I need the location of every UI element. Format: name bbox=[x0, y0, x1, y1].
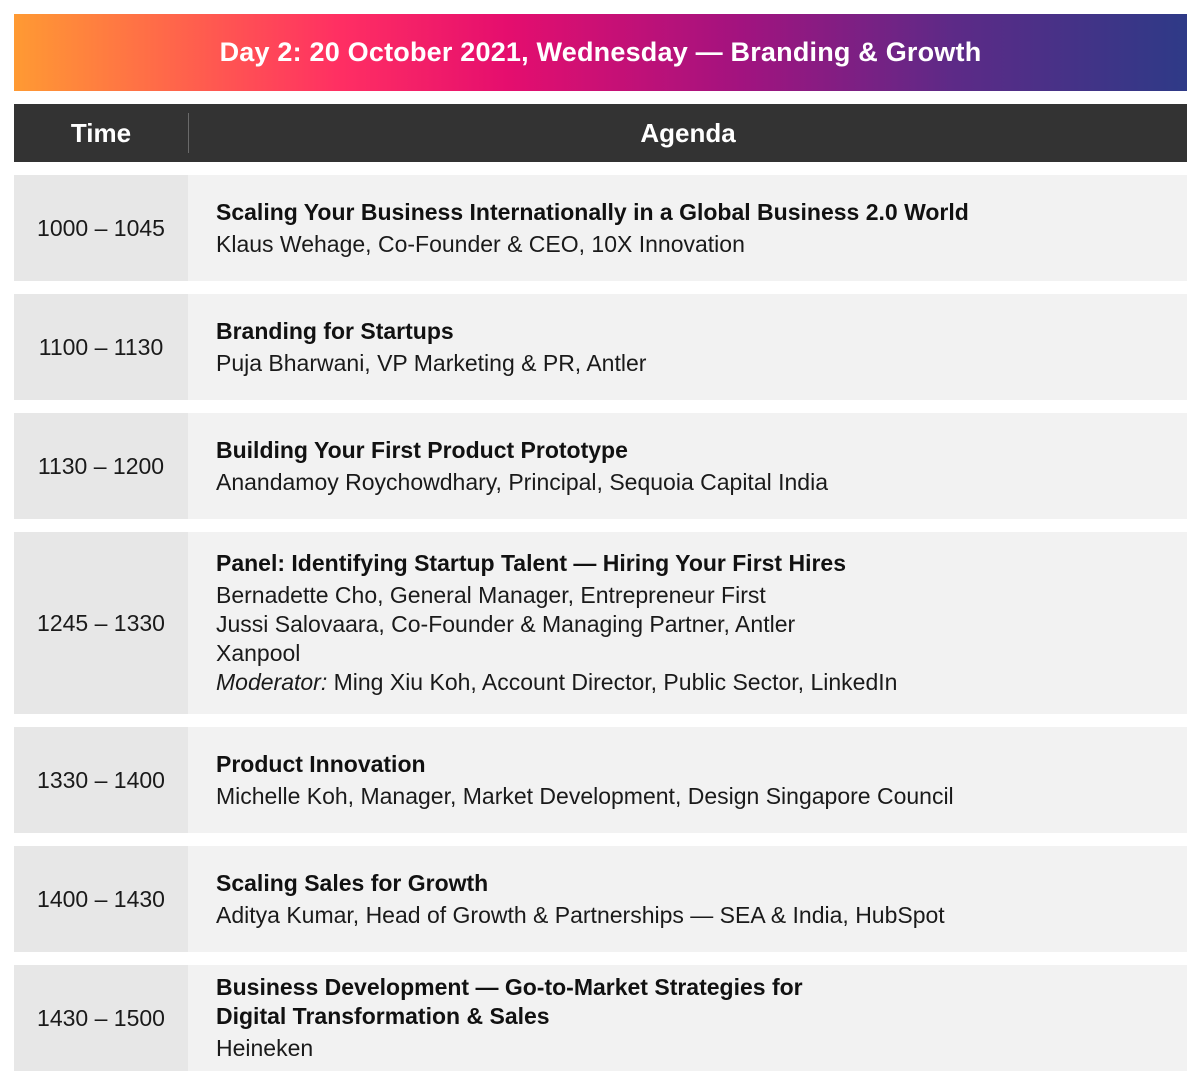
session-title: Scaling Sales for Growth bbox=[216, 869, 489, 896]
session-agenda: Product Innovation Michelle Koh, Manager… bbox=[188, 727, 1187, 833]
speaker-line: Aditya Kumar, Head of Growth & Partnersh… bbox=[216, 901, 945, 928]
session-agenda: Scaling Your Business Internationally in… bbox=[188, 175, 1187, 281]
table-header: Time Agenda bbox=[14, 104, 1187, 162]
day-title: Day 2: 20 October 2021, Wednesday — Bran… bbox=[219, 37, 982, 67]
table-row: 1330 – 1400 Product Innovation Michelle … bbox=[14, 727, 1187, 833]
table-row: 1245 – 1330 Panel: Identifying Startup T… bbox=[14, 532, 1187, 714]
agenda-column-header: Agenda bbox=[640, 117, 736, 148]
session-agenda: Building Your First Product Prototype An… bbox=[188, 413, 1187, 519]
session-time: 1245 – 1330 bbox=[14, 532, 188, 714]
table-row: 1000 – 1045 Scaling Your Business Intern… bbox=[14, 175, 1187, 281]
session-agenda: Branding for Startups Puja Bharwani, VP … bbox=[188, 294, 1187, 400]
speaker-line: Puja Bharwani, VP Marketing & PR, Antler bbox=[216, 349, 647, 376]
table-row: 1100 – 1130 Branding for Startups Puja B… bbox=[14, 294, 1187, 400]
speaker-line: Michelle Koh, Manager, Market Developmen… bbox=[216, 782, 954, 809]
session-time: 1100 – 1130 bbox=[14, 294, 188, 400]
table-row: 1430 – 1500 Business Development — Go-to… bbox=[14, 965, 1187, 1071]
speaker-line: Jussi Salovaara, Co-Founder & Managing P… bbox=[216, 611, 796, 637]
time-column-header: Time bbox=[70, 117, 132, 148]
speaker-line: Xanpool bbox=[216, 640, 301, 666]
session-time: 1400 – 1430 bbox=[14, 846, 188, 952]
session-agenda: Scaling Sales for Growth Aditya Kumar, H… bbox=[188, 846, 1187, 952]
table-row: 1130 – 1200 Building Your First Product … bbox=[14, 413, 1187, 519]
header-divider bbox=[188, 113, 189, 153]
session-title: Panel: Identifying Startup Talent — Hiri… bbox=[216, 550, 847, 576]
session-title-line-1: Business Development — Go-to-Market Stra… bbox=[216, 974, 803, 1000]
session-time: 1000 – 1045 bbox=[14, 175, 188, 281]
speaker-line: Bernadette Cho, General Manager, Entrepr… bbox=[216, 582, 766, 608]
speaker-line: Heineken bbox=[216, 1035, 314, 1061]
moderator-name: Ming Xiu Koh, Account Director, Public S… bbox=[333, 669, 898, 695]
session-title: Branding for Startups bbox=[216, 317, 454, 344]
moderator-label: Moderator: bbox=[216, 669, 328, 695]
session-time: 1330 – 1400 bbox=[14, 727, 188, 833]
speaker-line: Anandamoy Roychowdhary, Principal, Sequo… bbox=[216, 468, 828, 495]
session-agenda: Business Development — Go-to-Market Stra… bbox=[188, 965, 1187, 1071]
session-title: Scaling Your Business Internationally in… bbox=[216, 198, 969, 225]
day-banner: Day 2: 20 October 2021, Wednesday — Bran… bbox=[14, 14, 1187, 91]
session-agenda: Panel: Identifying Startup Talent — Hiri… bbox=[188, 532, 1187, 714]
moderator-line: Moderator: Ming Xiu Koh, Account Directo… bbox=[216, 668, 1187, 697]
session-title: Building Your First Product Prototype bbox=[216, 436, 628, 463]
session-time: 1430 – 1500 bbox=[14, 965, 188, 1071]
session-title: Product Innovation bbox=[216, 750, 426, 777]
speaker-line: Klaus Wehage, Co-Founder & CEO, 10X Inno… bbox=[216, 230, 745, 257]
table-row: 1400 – 1430 Scaling Sales for Growth Adi… bbox=[14, 846, 1187, 952]
session-time: 1130 – 1200 bbox=[14, 413, 188, 519]
session-title-line-2: Digital Transformation & Sales bbox=[216, 1003, 550, 1029]
